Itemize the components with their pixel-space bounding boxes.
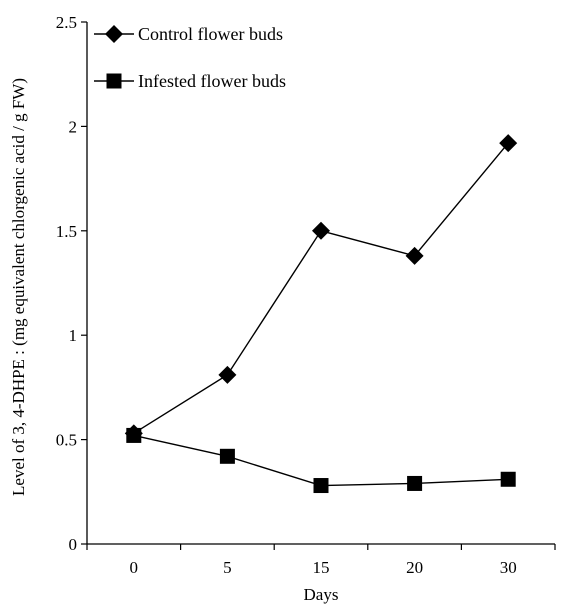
legend-label-1: Infested flower buds	[138, 71, 286, 91]
x-ticks: 0 5 15 20 30	[86, 544, 556, 577]
series-1	[126, 427, 516, 494]
y-tick-label-2: 1	[69, 326, 78, 345]
legend-marker-0	[105, 25, 123, 43]
legend-item-0: Control flower buds	[94, 24, 283, 44]
legend: Control flower buds Infested flower buds	[94, 24, 286, 91]
series-1-point-4	[500, 471, 516, 487]
legend-item-1: Infested flower buds	[94, 71, 286, 91]
y-axis-title: Level of 3, 4-DHPE : (mg equivalent chlo…	[9, 78, 28, 496]
series-line-1	[133, 434, 509, 487]
x-tick-label-3: 20	[406, 558, 423, 577]
x-tick-label-1: 5	[223, 558, 232, 577]
series-1-point-3	[407, 475, 423, 491]
y-tick-label-1: 0.5	[56, 431, 77, 450]
y-tick-label-0: 0	[69, 535, 78, 554]
y-tick-label-4: 2	[69, 117, 78, 136]
series-line-0	[133, 142, 509, 434]
series-0-point-2	[312, 221, 330, 240]
series-1-point-1	[219, 448, 235, 464]
y-tick-label-5: 2.5	[56, 13, 77, 32]
x-tick-label-2: 15	[313, 558, 330, 577]
series-0-point-3	[405, 246, 424, 265]
series-layer	[124, 134, 518, 494]
y-ticks: 0 0.5 1 1.5 2 2.5	[56, 13, 87, 554]
y-tick-label-3: 1.5	[56, 222, 77, 241]
x-axis-title: Days	[304, 585, 339, 604]
series-0-point-1	[218, 365, 237, 384]
legend-label-0: Control flower buds	[138, 24, 283, 44]
x-tick-label-4: 30	[500, 558, 517, 577]
series-1-point-0	[126, 427, 142, 443]
axes	[86, 22, 555, 545]
x-tick-label-0: 0	[130, 558, 139, 577]
series-1-point-2	[313, 478, 329, 494]
series-0-point-4	[499, 134, 518, 153]
series-0	[124, 134, 518, 443]
legend-marker-1	[106, 73, 122, 89]
